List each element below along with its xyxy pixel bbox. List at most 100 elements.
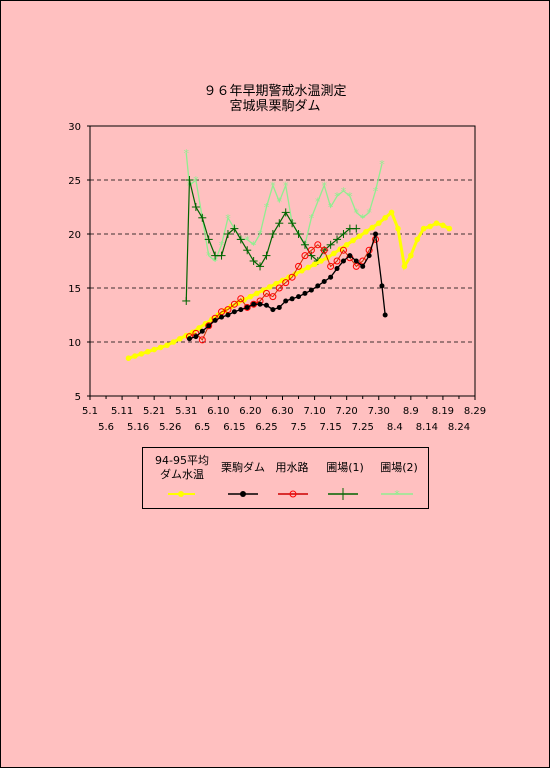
x-tick-label: 8.29 <box>464 406 486 417</box>
x-tick-label: 6.15 <box>223 422 245 433</box>
series-line-2 <box>189 239 376 341</box>
data-point <box>308 287 314 293</box>
data-point <box>296 294 302 300</box>
data-point <box>339 246 347 254</box>
data-point <box>138 351 145 357</box>
data-point <box>230 300 238 308</box>
data-point <box>206 323 212 329</box>
x-tick-label: 7.5 <box>291 422 307 433</box>
data-point <box>302 290 308 296</box>
data-point: * <box>360 212 366 225</box>
data-point <box>350 237 356 244</box>
x-tick-label: 7.15 <box>319 422 341 433</box>
data-point <box>353 258 359 264</box>
data-point <box>266 284 273 290</box>
data-point <box>360 263 366 269</box>
data-point <box>292 271 299 277</box>
legend-label-field2: 圃場(2) <box>380 461 418 474</box>
data-point <box>305 264 311 271</box>
x-tick-label: 5.1 <box>82 406 98 417</box>
data-point: * <box>277 196 283 209</box>
x-tick-label: 7.30 <box>368 406 390 417</box>
data-point: * <box>257 228 263 241</box>
data-point <box>427 223 433 230</box>
x-tick-label: 6.10 <box>207 406 229 417</box>
data-point <box>327 262 335 270</box>
data-point <box>289 296 295 302</box>
legend: 94-95平均 ダム水温 栗駒ダム 用水路 圃場(1) 圃場(2) * <box>142 447 429 509</box>
data-point <box>262 289 270 297</box>
y-tick-label: 15 <box>68 284 81 295</box>
x-tick-label: 5.26 <box>159 422 181 433</box>
x-tick-label: 5.16 <box>127 422 149 433</box>
data-point <box>446 225 453 232</box>
legend-swatch-field2: * <box>381 488 413 501</box>
data-point <box>356 233 363 239</box>
data-point <box>301 252 309 260</box>
legend-label-avg: 94-95平均 ダム水温 <box>155 454 209 481</box>
data-point <box>320 246 328 254</box>
data-point <box>186 336 192 342</box>
y-tick-label: 5 <box>75 392 81 403</box>
data-point: * <box>206 250 212 263</box>
data-point: * <box>347 190 353 203</box>
data-point <box>125 355 132 362</box>
x-tick-label: 8.19 <box>432 406 454 417</box>
data-point <box>318 258 324 264</box>
svg-text:*: * <box>394 488 400 501</box>
data-point <box>164 342 170 349</box>
data-point <box>373 231 379 237</box>
data-point: * <box>309 212 315 225</box>
data-point <box>401 263 408 270</box>
y-tick-label: 20 <box>68 230 81 241</box>
data-point <box>420 225 427 232</box>
data-point <box>282 279 290 287</box>
data-point <box>193 334 199 340</box>
x-tick-label: 8.4 <box>387 422 403 433</box>
data-point <box>177 335 183 342</box>
series-line-4 <box>185 152 383 263</box>
data-point <box>328 274 334 280</box>
x-tick-label: 6.25 <box>255 422 277 433</box>
data-point <box>132 353 138 359</box>
data-point <box>260 287 267 293</box>
data-point <box>414 236 421 243</box>
data-point <box>395 225 401 232</box>
y-tick-label: 10 <box>68 338 81 349</box>
data-point: * <box>184 147 190 160</box>
data-point: * <box>251 239 257 252</box>
data-point <box>433 220 440 226</box>
data-point <box>170 339 177 345</box>
data-point <box>219 314 225 320</box>
data-point <box>311 261 318 268</box>
data-point: * <box>264 201 270 214</box>
data-point <box>275 284 283 292</box>
data-point: * <box>315 196 321 209</box>
legend-label-field1: 圃場(1) <box>326 461 364 474</box>
data-point <box>388 209 395 216</box>
legend-swatch-canal <box>278 490 308 498</box>
data-point <box>243 303 251 311</box>
series-line-3 <box>185 179 357 301</box>
data-point: * <box>334 190 340 203</box>
data-point <box>279 277 286 284</box>
data-point: * <box>341 185 347 198</box>
x-tick-label: 5.21 <box>143 406 165 417</box>
data-point <box>340 258 346 264</box>
data-point <box>363 229 369 235</box>
data-point <box>321 279 327 285</box>
legend-label-canal: 用水路 <box>275 461 309 474</box>
x-tick-label: 5.31 <box>175 406 197 417</box>
data-point <box>333 257 341 265</box>
legend-swatch-dam <box>228 491 258 497</box>
legend-swatches: * <box>168 488 413 501</box>
data-point <box>198 336 206 344</box>
data-point: * <box>212 255 218 268</box>
data-point <box>237 295 245 303</box>
x-tick-label: 7.10 <box>303 406 325 417</box>
data-point <box>199 328 205 334</box>
data-point <box>196 325 202 331</box>
data-point <box>408 252 414 259</box>
